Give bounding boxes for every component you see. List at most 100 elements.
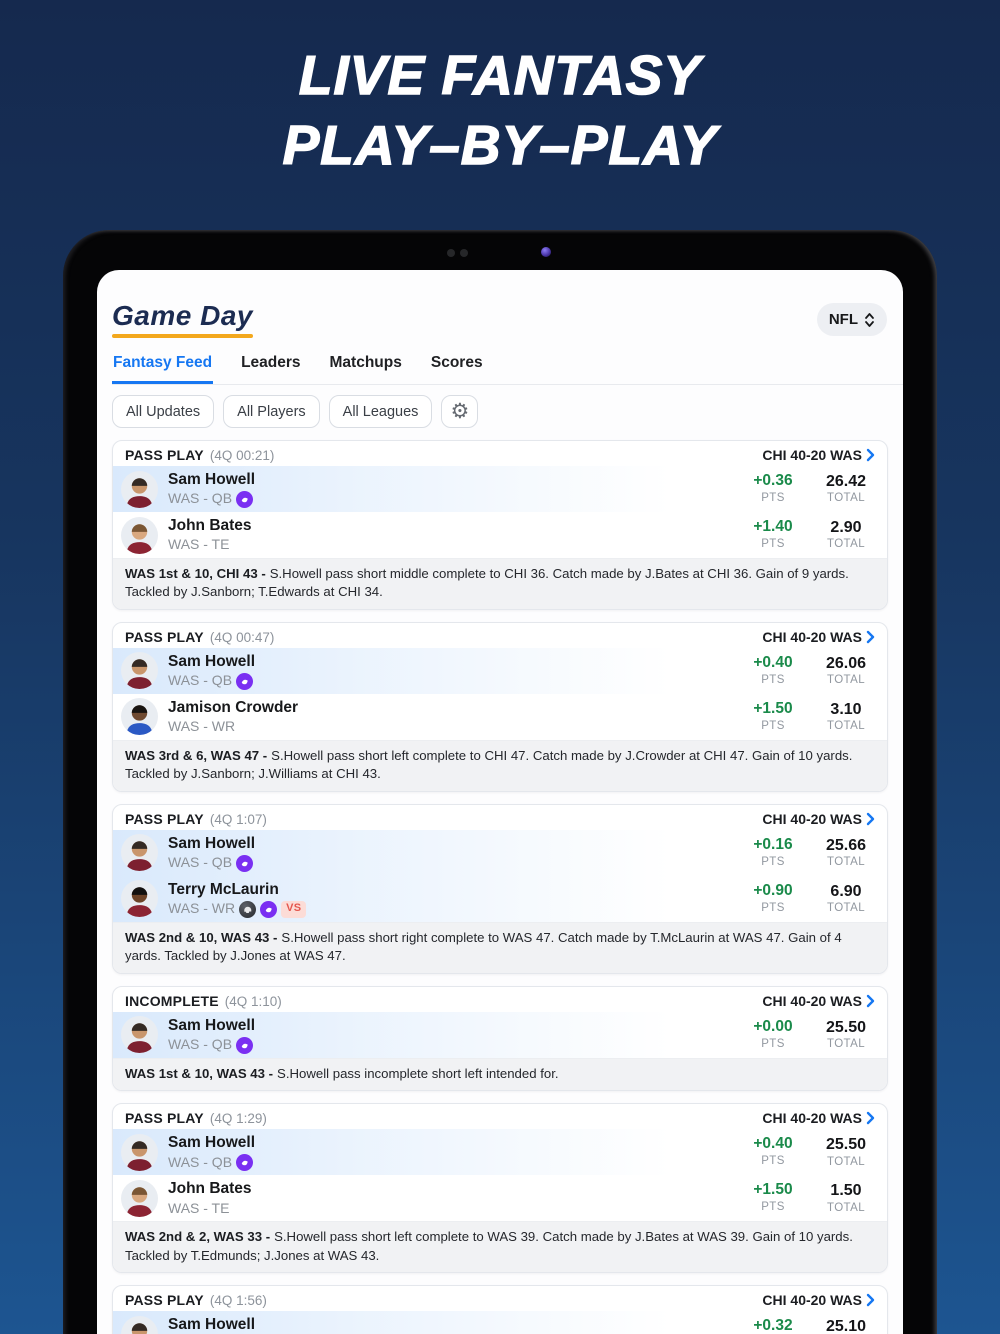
chevron-right-icon	[866, 448, 875, 462]
player-name: Sam Howell	[168, 1316, 255, 1334]
play-card[interactable]: PASS PLAY (4Q 00:21) CHI 40-20 WAS Sam H…	[112, 440, 888, 610]
sleeper-league-icon	[236, 1036, 254, 1054]
filter-all-updates[interactable]: All Updates	[112, 395, 215, 428]
play-card-header: PASS PLAY (4Q 1:56) CHI 40-20 WAS	[113, 1286, 887, 1311]
player-avatar	[121, 1179, 158, 1217]
game-score-link[interactable]: CHI 40-20 WAS	[762, 447, 875, 463]
player-team-position: WAS - TE	[168, 536, 230, 553]
app-screen: Game Day NFL Fantasy Feed Leaders Matchu…	[97, 270, 903, 1334]
chevron-right-icon	[866, 1294, 875, 1307]
settings-button[interactable]: ⚙	[441, 395, 479, 428]
points-total: 25.50	[825, 1136, 867, 1154]
filter-all-leagues[interactable]: All Leagues	[328, 395, 433, 428]
league-selector[interactable]: NFL	[816, 303, 887, 336]
points-total: 25.10	[825, 1318, 867, 1334]
player-team-position: WAS - QB	[168, 1036, 233, 1053]
player-team-position: WAS - TE	[168, 1199, 230, 1216]
player-row[interactable]: John Bates WAS - TE +1.50 PTS 1.50 TOTAL	[113, 1175, 887, 1221]
sleeper-league-icon	[260, 900, 278, 918]
tablet-frame: Game Day NFL Fantasy Feed Leaders Matchu…	[63, 230, 937, 1334]
player-avatar	[121, 698, 158, 736]
player-name: Sam Howell	[168, 1016, 255, 1034]
play-type: PASS PLAY	[125, 628, 204, 645]
play-card[interactable]: PASS PLAY (4Q 1:29) CHI 40-20 WAS Sam Ho…	[112, 1103, 888, 1274]
app-logo: Game Day	[112, 300, 253, 331]
player-row[interactable]: Terry McLaurin WAS - WR VS +0.90 PTS 6.90…	[113, 875, 887, 922]
player-row[interactable]: Sam Howell WAS - QB +0.36 PTS 26.42 TOTAL	[113, 466, 887, 512]
sleeper-league-icon	[236, 854, 254, 872]
total-label: TOTAL	[827, 1201, 865, 1214]
game-score: CHI 40-20 WAS	[762, 628, 862, 645]
pts-label: PTS	[761, 855, 785, 868]
game-score: CHI 40-20 WAS	[762, 1292, 862, 1309]
play-clock: (4Q 1:29)	[209, 1111, 267, 1127]
total-label: TOTAL	[827, 1155, 865, 1168]
play-card[interactable]: INCOMPLETE (4Q 1:10) CHI 40-20 WAS Sam H…	[112, 985, 888, 1092]
fantasy-feed-list: PASS PLAY (4Q 00:21) CHI 40-20 WAS Sam H…	[112, 440, 888, 1334]
play-summary: WAS 1st & 10, CHI 43 - S.Howell pass shor…	[113, 558, 887, 609]
hero-title-line2: PLAY–BY–PLAY	[282, 113, 718, 177]
play-card-header: INCOMPLETE (4Q 1:10) CHI 40-20 WAS	[113, 987, 887, 1012]
tab-matchups[interactable]: Matchups	[329, 354, 402, 371]
player-avatar	[121, 470, 158, 508]
game-score-link[interactable]: CHI 40-20 WAS	[762, 811, 875, 827]
chevron-right-icon	[866, 630, 875, 644]
pts-label: PTS	[761, 1037, 785, 1050]
points-gained: +1.50	[753, 1181, 793, 1199]
play-summary-situation: WAS 3rd & 6, WAS 47 -	[125, 747, 268, 763]
play-card[interactable]: PASS PLAY (4Q 1:56) CHI 40-20 WAS Sam Ho…	[112, 1285, 888, 1334]
player-row[interactable]: Sam Howell WAS - QB +0.40 PTS 26.06 TOTAL	[113, 647, 887, 694]
player-name: Jamison Crowder	[168, 699, 299, 717]
player-name: Terry McLaurin	[168, 881, 279, 898]
pts-label: PTS	[761, 1200, 785, 1213]
app-header: Game Day NFL	[97, 270, 903, 338]
play-card[interactable]: PASS PLAY (4Q 1:07) CHI 40-20 WAS Sam Ho…	[112, 803, 888, 974]
player-row[interactable]: Jamison Crowder WAS - WR +1.50 PTS 3.10 TO…	[113, 694, 887, 740]
play-summary-situation: WAS 1st & 10, CHI 43 -	[125, 566, 266, 581]
points-gained: +0.40	[753, 653, 793, 671]
sensor-dot-icon	[447, 249, 455, 257]
game-score-link[interactable]: CHI 40-20 WAS	[762, 1292, 875, 1308]
sensor-dot-icon	[460, 249, 468, 257]
front-camera-icon	[541, 247, 551, 257]
points-total: 25.66	[825, 836, 867, 854]
play-type: PASS PLAY	[125, 1110, 204, 1127]
game-score: CHI 40-20 WAS	[762, 810, 862, 827]
play-card-header: PASS PLAY (4Q 00:47) CHI 40-20 WAS	[113, 623, 887, 648]
points-gained: +0.00	[753, 1017, 793, 1035]
points-total: 25.50	[825, 1018, 867, 1036]
pts-label: PTS	[761, 1154, 785, 1167]
game-score-link[interactable]: CHI 40-20 WAS	[762, 1110, 875, 1126]
pts-label: PTS	[761, 537, 785, 550]
player-name: Sam Howell	[168, 835, 255, 852]
play-summary: WAS 2nd & 10, WAS 43 - S.Howell pass shor…	[113, 921, 887, 973]
player-row[interactable]: John Bates WAS - TE +1.40 PTS 2.90 TOTAL	[113, 512, 887, 558]
player-row[interactable]: Sam Howell WAS - QB +0.40 PTS 25.50 TOTAL	[113, 1129, 887, 1176]
hero-title-line1: LIVE FANTASY	[298, 43, 702, 107]
player-avatar	[121, 834, 158, 872]
game-score-link[interactable]: CHI 40-20 WAS	[762, 993, 875, 1009]
filter-all-players[interactable]: All Players	[223, 395, 320, 428]
total-label: TOTAL	[827, 1038, 865, 1051]
points-gained: +1.40	[753, 518, 793, 535]
pts-label: PTS	[761, 491, 785, 504]
points-gained: +0.40	[753, 1135, 793, 1153]
play-clock: (4Q 1:07)	[209, 811, 267, 827]
play-summary: WAS 3rd & 6, WAS 47 - S.Howell pass short…	[113, 739, 887, 791]
chevron-right-icon	[866, 812, 875, 826]
tab-fantasy-feed[interactable]: Fantasy Feed	[112, 354, 214, 384]
points-total: 6.90	[830, 882, 862, 900]
player-name: Sam Howell	[168, 653, 255, 671]
total-label: TOTAL	[827, 674, 865, 687]
player-row[interactable]: Sam Howell WAS - QB +0.00 PTS 25.50 TOTAL	[113, 1011, 887, 1058]
pts-label: PTS	[761, 901, 785, 914]
tab-leaders[interactable]: Leaders	[241, 354, 301, 371]
game-score-link[interactable]: CHI 40-20 WAS	[762, 629, 875, 645]
points-gained: +0.32	[753, 1317, 793, 1334]
player-row[interactable]: Sam Howell WAS - QB +0.16 PTS 25.66 TOTAL	[113, 829, 887, 876]
tab-scores[interactable]: Scores	[430, 354, 483, 371]
game-score: CHI 40-20 WAS	[762, 1110, 862, 1127]
play-card[interactable]: PASS PLAY (4Q 00:47) CHI 40-20 WAS Sam H…	[112, 621, 888, 792]
player-name: John Bates	[168, 1180, 252, 1198]
